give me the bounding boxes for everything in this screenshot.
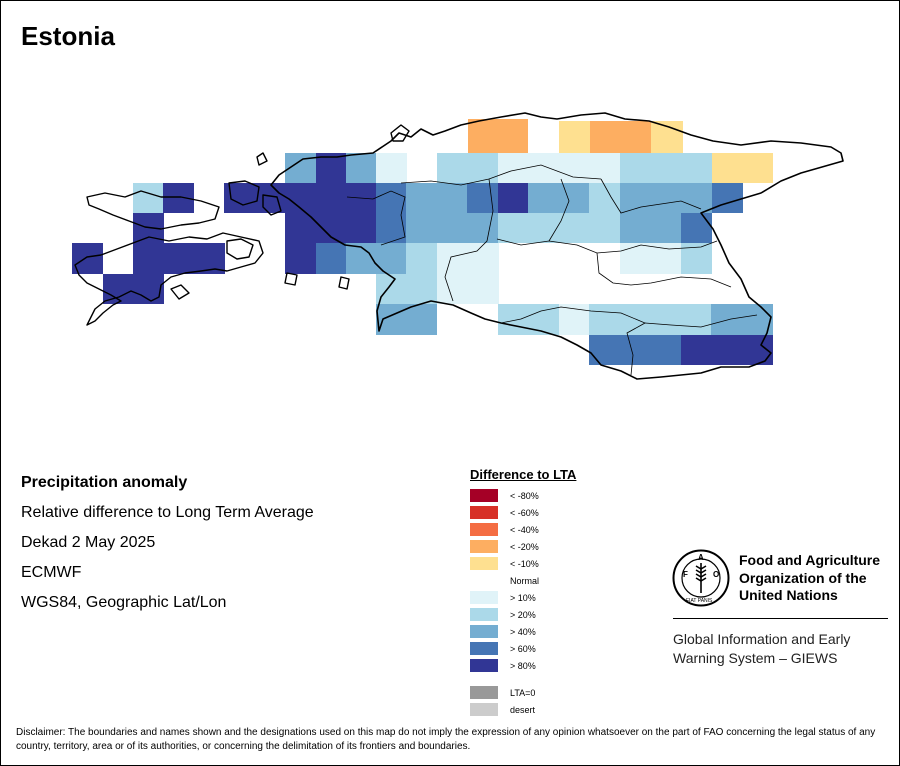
legend-swatch [470,540,498,553]
legend-label: < -10% [510,558,539,569]
legend-label: < -20% [510,541,539,552]
legend-label: > 10% [510,592,536,603]
legend-label: > 80% [510,660,536,671]
legend-item: > 10% [470,591,536,604]
map-title: Estonia [21,21,115,51]
legend-item: > 60% [470,642,536,655]
country-boundary [270,112,844,380]
legend-swatch [470,608,498,621]
anomaly-grid [72,119,773,365]
fao-name-line: United Nations [739,587,838,603]
giews-name: Global Information and Early Warning Sys… [673,630,850,668]
legend-swatch [470,659,498,672]
legend-item: < -10% [470,557,539,570]
legend-item: > 80% [470,659,536,672]
legend-item: Normal [470,574,539,587]
info-source: ECMWF [21,564,82,581]
branding-divider [673,618,888,619]
legend-item: < -80% [470,489,539,502]
legend-label: < -80% [510,490,539,501]
fao-name-line: Organization of the [739,569,867,586]
legend-label: > 20% [510,609,536,620]
legend-swatch [470,523,498,536]
legend-swatch [470,642,498,655]
fao-name-line: Food and Agriculture [739,552,881,568]
legend-swatch [470,574,498,587]
legend-swatch [470,506,498,519]
svg-text:F: F [683,570,688,579]
islands [74,124,410,326]
giews-line: Global Information and Early [673,631,851,647]
giews-line: Warning System – GIEWS [673,650,838,666]
legend-item: < -60% [470,506,539,519]
legend-item: > 40% [470,625,536,638]
legend-label: Normal [510,575,540,586]
legend-label: < -40% [510,524,539,535]
map-info: Precipitation anomaly Relative differenc… [21,473,314,623]
info-title: Precipitation anomaly [21,474,188,491]
legend-label: < -60% [510,507,539,518]
svg-text:A: A [698,553,704,562]
legend-swatch [470,625,498,638]
info-subtitle: Relative difference to Long Term Average [21,504,314,521]
legend-label: desert [510,704,536,715]
legend-label: > 40% [510,626,536,637]
legend-item: < -40% [470,523,539,536]
legend-item: desert [470,703,535,716]
disclaimer: Disclaimer: The boundaries and names sho… [16,727,876,752]
legend-swatch [470,489,498,502]
legend-swatch [470,703,498,716]
info-projection: WGS84, Geographic Lat/Lon [21,594,227,611]
svg-text:O: O [713,570,719,579]
legend-title: Difference to LTA [470,467,577,482]
legend-item: < -20% [470,540,539,553]
county-boundaries [346,164,758,376]
legend-item: LTA=0 [470,686,535,699]
info-period: Dekad 2 May 2025 [21,534,156,551]
legend-swatch [470,557,498,570]
legend: Difference to LTA < -80% < -60% < -40% <… [470,467,577,716]
fao-logo-icon: F A O FIAT PANIS [672,549,730,607]
legend-label: > 60% [510,643,536,654]
fao-name: Food and Agriculture Organization of the… [739,552,880,605]
svg-text:FIAT PANIS: FIAT PANIS [686,598,713,604]
legend-label: LTA=0 [510,687,536,698]
anomaly-map [72,112,844,380]
legend-swatch [470,686,498,699]
legend-item: > 20% [470,608,536,621]
legend-swatch [470,591,498,604]
